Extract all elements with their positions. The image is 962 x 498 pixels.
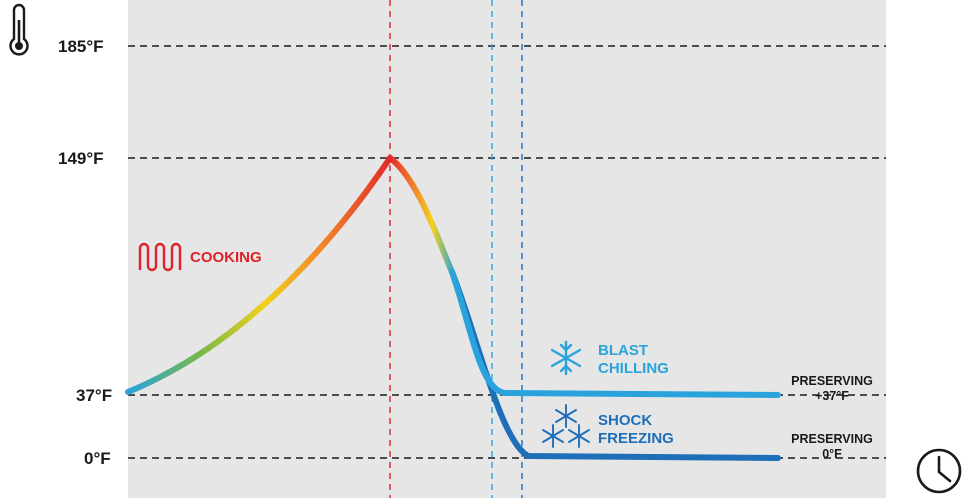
shock-freezing-label-line2: FREEZING — [598, 430, 674, 447]
shock-freezing-label-line1: SHOCK — [598, 412, 652, 429]
blast-chilling-label-line2: CHILLING — [598, 360, 669, 377]
thermometer-icon — [11, 5, 28, 54]
preserving-frozen-line2: 0°F — [822, 447, 842, 461]
y-tick-185: 185°F — [58, 37, 104, 56]
y-tick-0: 0°F — [84, 449, 111, 468]
blast-chilling-label-line1: BLAST — [598, 342, 648, 359]
y-tick-149: 149°F — [58, 149, 104, 168]
clock-icon — [918, 450, 960, 492]
preserving-chilled-line1: PRESERVING — [791, 374, 873, 388]
y-tick-37: 37°F — [76, 386, 112, 405]
preserving-chilled-line2: +37°F — [815, 389, 849, 403]
preserving-frozen-line1: PRESERVING — [791, 432, 873, 446]
cooking-label: COOKING — [190, 249, 262, 266]
